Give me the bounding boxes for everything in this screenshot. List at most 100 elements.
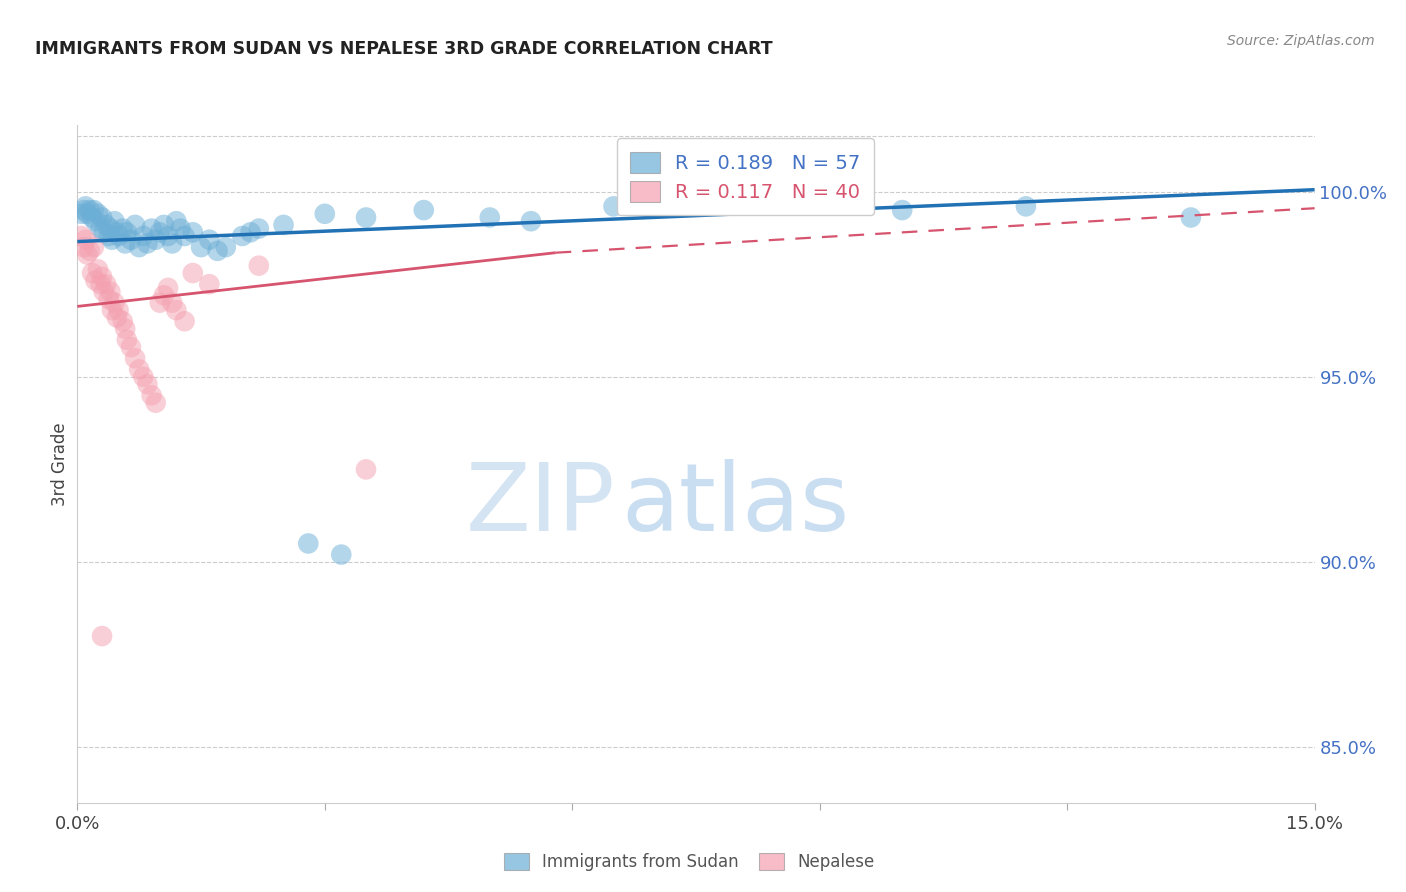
Point	[107, 303, 129, 318]
Point	[198, 233, 221, 247]
Point	[149, 225, 172, 239]
Point	[1180, 211, 1202, 225]
Point	[160, 236, 183, 251]
Point	[103, 214, 125, 228]
Point	[75, 199, 97, 213]
Point	[157, 229, 180, 244]
Point	[114, 321, 136, 335]
Point	[891, 203, 914, 218]
Legend: R = 0.189   N = 57, R = 0.117   N = 40: R = 0.189 N = 57, R = 0.117 N = 40	[617, 138, 875, 215]
Text: ZIP: ZIP	[465, 458, 616, 550]
Point	[136, 236, 159, 251]
Point	[330, 548, 353, 562]
Point	[84, 214, 107, 228]
Point	[190, 240, 212, 254]
Legend: Immigrants from Sudan, Nepalese: Immigrants from Sudan, Nepalese	[495, 845, 883, 880]
Point	[141, 221, 163, 235]
Point	[165, 214, 187, 228]
Point	[247, 221, 270, 235]
Point	[91, 211, 114, 225]
Point	[93, 285, 115, 299]
Point	[101, 303, 124, 318]
Point	[89, 221, 111, 235]
Point	[207, 244, 229, 258]
Point	[157, 281, 180, 295]
Point	[132, 229, 155, 244]
Point	[114, 236, 136, 251]
Text: Source: ZipAtlas.com: Source: ZipAtlas.com	[1227, 34, 1375, 48]
Point	[412, 203, 434, 218]
Point	[215, 240, 238, 254]
Point	[89, 277, 111, 292]
Point	[97, 229, 120, 244]
Point	[111, 221, 134, 235]
Point	[91, 269, 114, 284]
Point	[73, 240, 96, 254]
Point	[149, 295, 172, 310]
Point	[297, 536, 319, 550]
Point	[115, 225, 138, 239]
Point	[124, 218, 146, 232]
Point	[145, 233, 167, 247]
Point	[73, 203, 96, 218]
Point	[97, 292, 120, 306]
Point	[98, 221, 121, 235]
Point	[76, 247, 98, 261]
Point	[520, 214, 543, 228]
Point	[111, 314, 134, 328]
Point	[101, 233, 124, 247]
Point	[93, 225, 115, 239]
Point	[354, 462, 377, 476]
Point	[160, 295, 183, 310]
Point	[120, 340, 142, 354]
Point	[79, 203, 101, 218]
Point	[354, 211, 377, 225]
Point	[70, 229, 93, 244]
Point	[173, 229, 195, 244]
Point	[768, 195, 790, 210]
Point	[314, 207, 336, 221]
Point	[132, 369, 155, 384]
Point	[96, 218, 118, 232]
Point	[70, 207, 93, 221]
Point	[115, 333, 138, 347]
Point	[79, 244, 101, 258]
Point	[169, 221, 191, 235]
Point	[82, 266, 104, 280]
Y-axis label: 3rd Grade: 3rd Grade	[51, 422, 69, 506]
Point	[120, 233, 142, 247]
Point	[273, 218, 295, 232]
Point	[153, 218, 176, 232]
Point	[198, 277, 221, 292]
Point	[153, 288, 176, 302]
Point	[105, 225, 128, 239]
Text: IMMIGRANTS FROM SUDAN VS NEPALESE 3RD GRADE CORRELATION CHART: IMMIGRANTS FROM SUDAN VS NEPALESE 3RD GR…	[35, 40, 773, 58]
Point	[247, 259, 270, 273]
Point	[124, 351, 146, 366]
Point	[128, 362, 150, 376]
Point	[181, 225, 204, 239]
Point	[105, 310, 128, 325]
Point	[103, 295, 125, 310]
Point	[87, 207, 110, 221]
Point	[83, 203, 105, 218]
Point	[136, 377, 159, 392]
Point	[231, 229, 253, 244]
Point	[181, 266, 204, 280]
Point	[128, 240, 150, 254]
Point	[1015, 199, 1038, 213]
Point	[165, 303, 187, 318]
Point	[83, 240, 105, 254]
Point	[239, 225, 262, 239]
Point	[87, 262, 110, 277]
Point	[76, 207, 98, 221]
Point	[96, 277, 118, 292]
Point	[91, 629, 114, 643]
Point	[75, 233, 97, 247]
Point	[602, 199, 624, 213]
Text: atlas: atlas	[621, 458, 851, 550]
Point	[173, 314, 195, 328]
Point	[141, 388, 163, 402]
Point	[107, 229, 129, 244]
Point	[82, 211, 104, 225]
